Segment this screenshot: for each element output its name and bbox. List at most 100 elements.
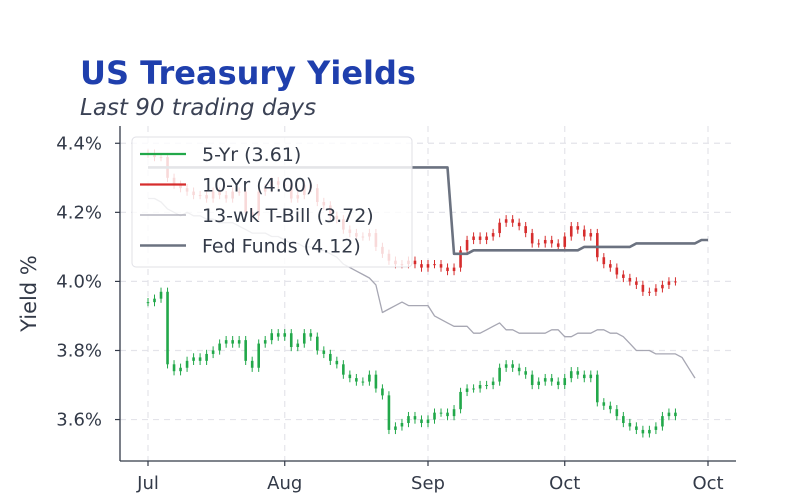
five-yr-candle bbox=[504, 364, 508, 368]
ten-yr-candle bbox=[609, 264, 612, 268]
five-yr-candle bbox=[185, 360, 189, 368]
y-tick-label: 4.4% bbox=[56, 133, 102, 154]
five-yr-candle bbox=[433, 412, 436, 420]
ten-yr-candle bbox=[596, 233, 599, 258]
ten-yr-candle bbox=[602, 257, 606, 265]
five-yr-candle bbox=[648, 429, 651, 434]
legend: 5-Yr (3.61) 10-Yr (4.00) 13-wk T-Bill (3.7… bbox=[131, 136, 413, 268]
ten-yr-candle bbox=[622, 274, 625, 278]
ten-yr-candle bbox=[524, 226, 527, 234]
ten-yr-candle bbox=[635, 281, 638, 285]
five-yr-candle bbox=[146, 302, 150, 304]
ten-yr-candle bbox=[439, 264, 443, 268]
ten-yr-candle bbox=[530, 233, 534, 244]
legend-fed-funds-label: Fed Funds (4.12) bbox=[202, 236, 361, 258]
five-yr-candle bbox=[400, 423, 404, 427]
ten-yr-candle bbox=[648, 291, 651, 293]
five-yr-candle bbox=[459, 391, 462, 410]
five-yr-candle bbox=[192, 357, 195, 361]
legend-ten-yr-label: 10-Yr (4.00) bbox=[202, 175, 313, 197]
five-yr-candle bbox=[485, 385, 488, 387]
five-yr-candle bbox=[413, 416, 417, 420]
ten-yr-candle bbox=[491, 233, 495, 237]
five-yr-candle bbox=[563, 378, 567, 386]
five-yr-candle bbox=[387, 395, 391, 430]
five-yr-candle bbox=[491, 381, 495, 386]
x-tick-label: Oct bbox=[692, 473, 723, 494]
y-tick-label: 4.2% bbox=[56, 202, 102, 223]
five-yr-candle bbox=[596, 374, 599, 403]
ten-yr-candle bbox=[504, 219, 508, 223]
ten-yr-candle bbox=[485, 236, 488, 240]
five-yr-candle bbox=[674, 412, 677, 417]
five-yr-candle bbox=[446, 412, 449, 417]
y-tick-label: 3.8% bbox=[56, 340, 102, 361]
five-yr-candle bbox=[342, 364, 345, 375]
five-yr-candle bbox=[237, 340, 241, 344]
ten-yr-candle bbox=[420, 264, 423, 268]
five-yr-candle bbox=[569, 371, 573, 379]
five-yr-candle bbox=[628, 423, 632, 427]
five-yr-candle bbox=[211, 350, 215, 354]
ten-yr-candle bbox=[569, 226, 573, 237]
five-yr-candle bbox=[179, 367, 182, 372]
ten-yr-candle bbox=[517, 222, 521, 227]
five-yr-candle bbox=[283, 333, 287, 337]
five-yr-candle bbox=[589, 374, 593, 379]
five-yr-candle bbox=[498, 367, 501, 382]
five-yr-candle bbox=[576, 371, 580, 375]
five-yr-candle bbox=[218, 343, 221, 351]
five-yr-candle bbox=[543, 378, 547, 382]
five-yr-candle bbox=[472, 388, 475, 390]
ten-yr-candle bbox=[459, 250, 462, 268]
five-yr-candle bbox=[257, 343, 260, 368]
five-yr-candle bbox=[439, 412, 443, 414]
five-yr-candle bbox=[582, 374, 586, 379]
five-yr-candle bbox=[530, 374, 534, 386]
five-yr-candle bbox=[244, 340, 247, 361]
ten-yr-candle bbox=[478, 236, 482, 240]
five-yr-candle bbox=[166, 291, 169, 365]
legend-box bbox=[131, 136, 413, 268]
five-yr-candle bbox=[622, 416, 625, 424]
five-yr-candle bbox=[537, 381, 540, 386]
five-yr-candle bbox=[511, 364, 514, 368]
five-yr-candle bbox=[296, 343, 300, 348]
five-yr-candle bbox=[205, 353, 208, 361]
ten-yr-candle bbox=[426, 264, 430, 268]
five-yr-candle bbox=[361, 381, 365, 383]
five-yr-candle bbox=[172, 364, 176, 372]
five-yr-series bbox=[146, 287, 677, 438]
five-yr-candle bbox=[452, 409, 456, 417]
five-yr-candle bbox=[289, 333, 293, 348]
five-yr-candle bbox=[517, 367, 521, 372]
five-yr-candle bbox=[556, 381, 560, 386]
five-yr-candle bbox=[641, 429, 645, 434]
five-yr-candle bbox=[329, 353, 332, 361]
five-yr-candle bbox=[426, 419, 430, 424]
five-yr-candle bbox=[198, 357, 202, 361]
ten-yr-candle bbox=[452, 267, 456, 272]
five-yr-candle bbox=[348, 374, 352, 379]
x-tick-label: Oct bbox=[549, 473, 580, 494]
x-tick-label: Sep bbox=[411, 473, 445, 494]
ten-yr-candle bbox=[576, 226, 580, 230]
y-tick-label: 3.6% bbox=[56, 410, 102, 431]
ten-yr-candle bbox=[413, 260, 417, 265]
legend-tbill-label: 13-wk T-Bill (3.72) bbox=[202, 205, 374, 227]
five-yr-candle bbox=[381, 388, 384, 396]
five-yr-candle bbox=[224, 340, 228, 344]
ten-yr-candle bbox=[674, 281, 677, 283]
five-yr-candle bbox=[250, 360, 254, 368]
five-yr-candle bbox=[615, 409, 619, 417]
five-yr-candle bbox=[335, 360, 339, 365]
five-yr-candle bbox=[231, 340, 234, 344]
ten-yr-candle bbox=[667, 281, 671, 285]
five-yr-candle bbox=[153, 298, 156, 303]
ten-yr-candle bbox=[615, 267, 619, 275]
ten-yr-candle bbox=[498, 222, 501, 234]
axes: 3.6% 3.8% 4.0% 4.2% 4.4% Jul Aug Sep Oct Oct Yield… bbox=[17, 126, 736, 494]
five-yr-candle bbox=[159, 291, 163, 299]
legend-five-yr-label: 5-Yr (3.61) bbox=[202, 144, 301, 166]
